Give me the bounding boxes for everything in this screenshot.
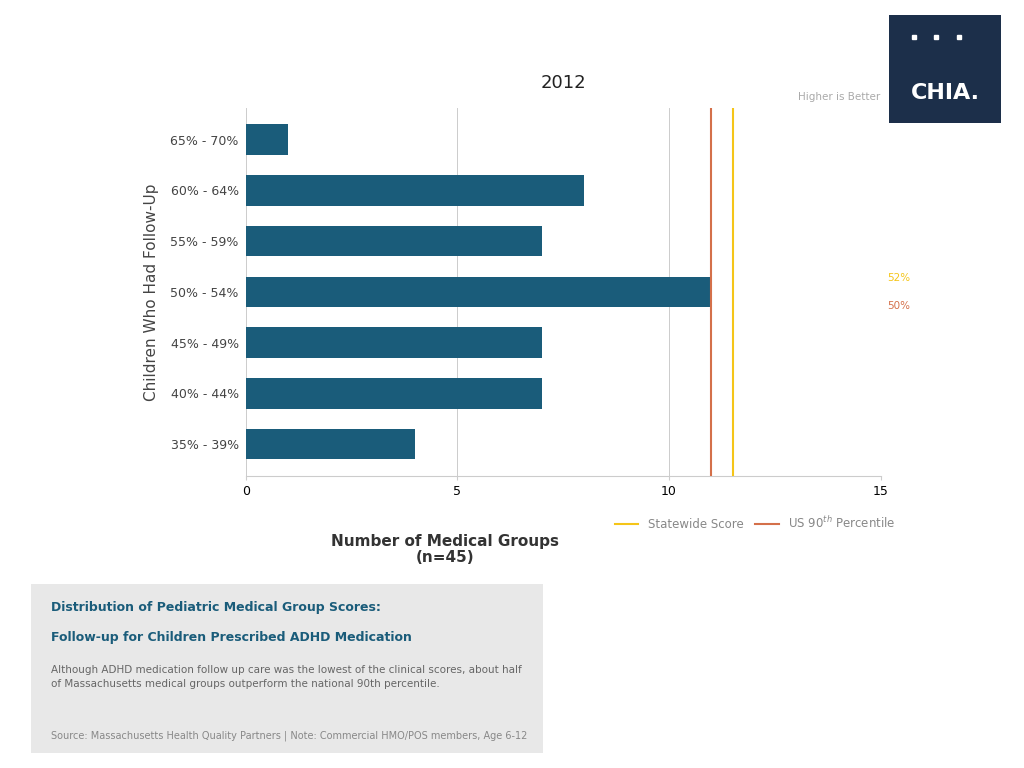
- Text: Source: Massachusetts Health Quality Partners | Note: Commercial HMO/POS members: Source: Massachusetts Health Quality Par…: [51, 730, 527, 741]
- Bar: [246, 327, 542, 358]
- Text: Follow-up for Children Prescribed ADHD Medication: Follow-up for Children Prescribed ADHD M…: [51, 631, 412, 644]
- Bar: [246, 429, 415, 459]
- Text: Although ADHD medication follow up care was the lowest of the clinical scores, a: Although ADHD medication follow up care …: [51, 665, 522, 689]
- Bar: [246, 378, 542, 409]
- Y-axis label: Children Who Had Follow-Up: Children Who Had Follow-Up: [144, 183, 160, 401]
- Bar: [246, 175, 585, 206]
- Text: 50%: 50%: [887, 301, 910, 311]
- Title: 2012: 2012: [541, 74, 586, 92]
- Text: CHIA.: CHIA.: [910, 83, 980, 103]
- Text: (n=45): (n=45): [416, 550, 475, 565]
- Text: Distribution of Pediatric Medical Group Scores:: Distribution of Pediatric Medical Group …: [51, 601, 381, 614]
- Legend: Statewide Score, US 90$^{th}$ Percentile: Statewide Score, US 90$^{th}$ Percentile: [610, 510, 900, 535]
- Bar: [246, 226, 542, 257]
- Bar: [246, 276, 712, 307]
- Text: Higher is Better: Higher is Better: [799, 92, 881, 102]
- Bar: [246, 124, 288, 154]
- Text: Number of Medical Groups: Number of Medical Groups: [332, 534, 559, 549]
- Text: 52%: 52%: [887, 273, 910, 283]
